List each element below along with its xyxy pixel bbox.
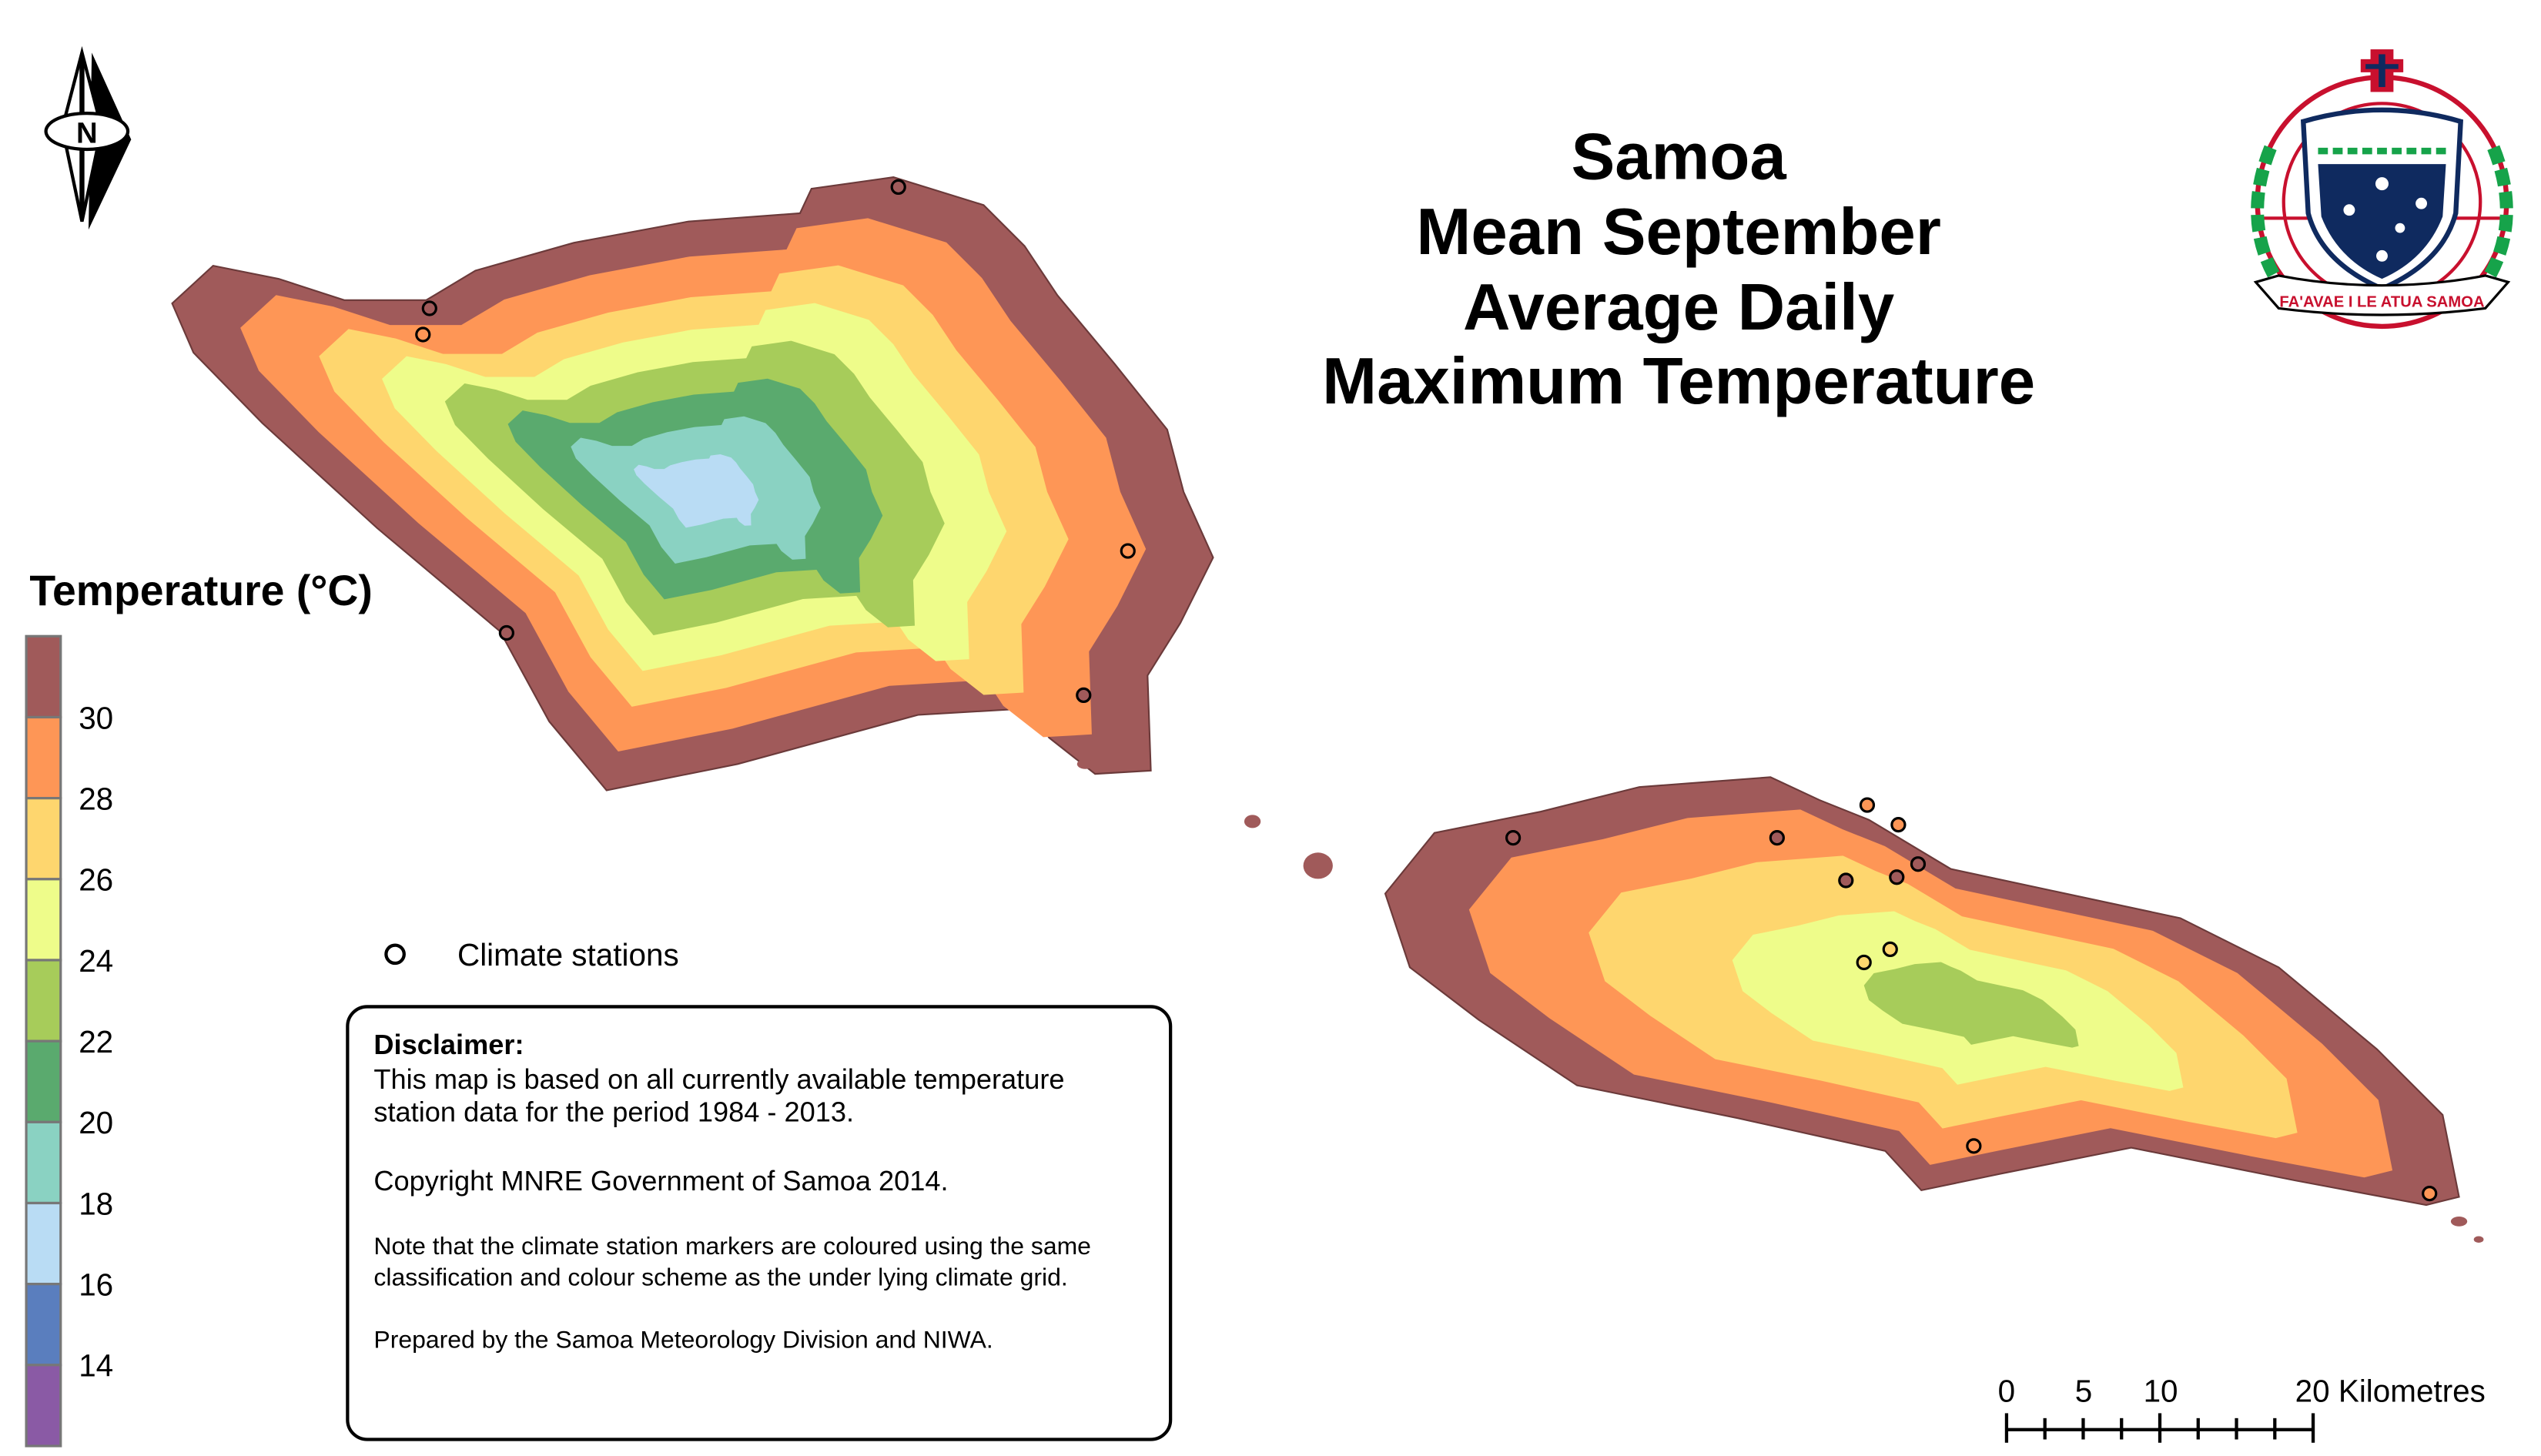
title-line-1: Samoa <box>1571 120 1786 193</box>
disclaimer-note-2: classification and colour scheme as the … <box>373 1263 1067 1290</box>
climate-station-marker <box>415 326 431 343</box>
title-line-4: Maximum Temperature <box>1322 345 2035 418</box>
islet <box>1076 758 1094 769</box>
climate-station-marker <box>1882 941 1898 958</box>
legend-break-label: 26 <box>79 862 113 898</box>
legend-break-labels: 30 28 26 24 22 20 18 16 14 <box>79 700 113 1383</box>
emblem-motto: FA'AVAE I LE ATUA SAMOA <box>2279 293 2485 310</box>
islet <box>2450 1216 2468 1227</box>
legend-class-swatch <box>25 1283 62 1367</box>
climate-station-marker <box>1769 830 1785 846</box>
legend-break-label: 18 <box>79 1186 113 1221</box>
legend-break-label: 30 <box>79 700 113 735</box>
legend-break-label: 20 <box>79 1105 113 1140</box>
island-savaii <box>171 176 1214 792</box>
scale-label-10: 10 <box>2144 1374 2178 1409</box>
disclaimer-line-1: This map is based on all currently avail… <box>373 1063 1064 1095</box>
climate-station-marker <box>1076 687 1092 704</box>
climate-station-marker <box>421 300 437 316</box>
title-line-2: Mean September <box>1416 196 1940 269</box>
scale-label-5: 5 <box>2075 1374 2093 1409</box>
islet <box>1244 815 1261 828</box>
climate-station-marker <box>2422 1186 2438 1202</box>
legend-class-swatch <box>25 715 62 800</box>
legend-class-swatch <box>25 634 62 719</box>
legend-class-swatch <box>25 1039 62 1123</box>
temperature-zone <box>1863 962 2079 1048</box>
north-letter: N <box>76 116 98 149</box>
climate-station-marker <box>1966 1138 1982 1154</box>
temperature-zone <box>634 454 759 528</box>
legend-break-label: 22 <box>79 1024 113 1059</box>
legend-color-bar <box>25 634 62 1448</box>
legend-class-swatch <box>25 1364 62 1448</box>
climate-station-marker <box>1889 869 1905 885</box>
climate-station-markers <box>415 179 2438 1202</box>
climate-station-marker <box>890 179 906 196</box>
climate-station-marker <box>1910 856 1927 872</box>
station-legend-icon <box>384 943 406 966</box>
disclaimer-prepared: Prepared by the Samoa Meteorology Divisi… <box>373 1325 993 1353</box>
map-title: Samoa Mean September Average Daily Maxim… <box>1322 120 2035 418</box>
samoa-coat-of-arms: FA'AVAE I LE ATUA SAMOA <box>2251 49 2513 330</box>
legend-class-swatch <box>25 797 62 881</box>
legend-break-label: 24 <box>79 943 113 979</box>
climate-station-marker <box>1856 954 1872 971</box>
title-line-3: Average Daily <box>1463 271 1894 344</box>
scale-bar: 0 5 10 20 Kilometres <box>1998 1374 2486 1443</box>
legend-class-swatch <box>25 959 62 1043</box>
disclaimer-note-1: Note that the climate station markers ar… <box>373 1232 1091 1260</box>
legend-break-label: 16 <box>79 1267 113 1303</box>
legend-class-swatch <box>25 878 62 962</box>
legend-title: Temperature (°C) <box>29 567 372 614</box>
islet <box>2473 1236 2484 1243</box>
disclaimer-copyright: Copyright MNRE Government of Samoa 2014. <box>373 1165 948 1197</box>
small-islets <box>1076 758 2484 1243</box>
scale-label-0: 0 <box>1998 1374 2016 1409</box>
temperature-legend: Temperature (°C) 30 28 26 24 22 20 18 16 14 Clim… <box>25 567 679 1448</box>
climate-station-marker <box>498 624 514 641</box>
disclaimer-heading: Disclaimer: <box>373 1029 524 1060</box>
disclaimer-box: Disclaimer: This map is based on all cur… <box>346 1005 1173 1441</box>
legend-class-swatch <box>25 1120 62 1205</box>
climate-station-marker <box>1838 872 1854 889</box>
scale-bar-ticks <box>2004 1413 2315 1443</box>
legend-class-swatch <box>25 1201 62 1286</box>
climate-station-marker <box>1859 797 1876 813</box>
scale-label-20: 20 Kilometres <box>2295 1374 2486 1409</box>
island-upolu <box>1384 776 2460 1207</box>
climate-station-marker <box>1505 830 1522 846</box>
islet <box>1303 852 1333 879</box>
disclaimer-line-2: station data for the period 1984 - 2013. <box>373 1096 854 1127</box>
climate-station-marker <box>1120 543 1136 559</box>
legend-break-label: 14 <box>79 1348 113 1384</box>
legend-break-label: 28 <box>79 782 113 817</box>
stations-legend-label: Climate stations <box>457 937 679 972</box>
north-arrow-icon: N <box>44 45 132 230</box>
climate-station-marker <box>1890 817 1907 833</box>
